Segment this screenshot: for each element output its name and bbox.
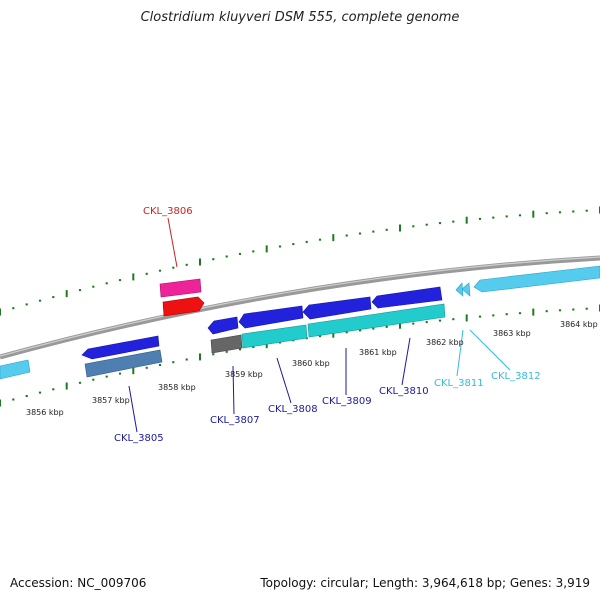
- gene-ckl3811-small2[interactable]: [461, 282, 471, 297]
- kbp-label: 3860 kbp: [292, 359, 330, 368]
- gene-label-ckl3809[interactable]: CKL_3809: [322, 396, 372, 407]
- kbp-label: 3864 kbp: [560, 320, 598, 329]
- gene-label-ckl3812[interactable]: CKL_3812: [491, 371, 541, 382]
- gene-ckl3805-shadow[interactable]: [84, 349, 163, 378]
- gene-left-edge[interactable]: [0, 359, 31, 380]
- gene-label-ckl3807[interactable]: CKL_3807: [210, 415, 260, 426]
- gene-ckl3807-forward[interactable]: [207, 316, 239, 335]
- kbp-label: 3857 kbp: [92, 396, 130, 405]
- gene-ckl3809-forward[interactable]: [302, 296, 372, 320]
- outer-tick-ring: [0, 206, 600, 316]
- kbp-labels: 3856 kbp 3857 kbp 3858 kbp 3859 kbp 3860…: [26, 320, 598, 417]
- gene-features: [0, 265, 600, 380]
- kbp-label: 3861 kbp: [359, 348, 397, 357]
- gene-ckl3806-pink[interactable]: [159, 278, 202, 298]
- kbp-label: 3858 kbp: [158, 383, 196, 392]
- gene-label-ckl3811[interactable]: CKL_3811: [434, 378, 484, 389]
- gene-label-ckl3810[interactable]: CKL_3810: [379, 386, 429, 397]
- gene-label-ckl3806[interactable]: CKL_3806: [143, 206, 193, 217]
- kbp-label: 3859 kbp: [225, 370, 263, 379]
- kbp-label: 3862 kbp: [426, 338, 464, 347]
- accession-text: Accession: NC_009706: [10, 576, 147, 590]
- genome-backbone-highlight: [0, 256, 600, 357]
- gene-ckl3811-small[interactable]: [455, 282, 464, 297]
- gene-ckl3808-cyan[interactable]: [241, 324, 308, 349]
- map-title: Clostridium kluyveri DSM 555, complete g…: [140, 10, 460, 25]
- genome-backbone: [0, 255, 600, 360]
- gene-ckl3808-forward[interactable]: [238, 305, 304, 329]
- gene-ckl3809-cyan[interactable]: [307, 303, 446, 338]
- gene-ckl3805-forward[interactable]: [81, 335, 160, 360]
- gene-label-ckl3805[interactable]: CKL_3805: [114, 433, 164, 444]
- kbp-label: 3863 kbp: [493, 329, 531, 338]
- genome-summary-text: Topology: circular; Length: 3,964,618 bp…: [260, 576, 590, 590]
- gene-ckl3810-forward[interactable]: [371, 286, 443, 309]
- kbp-label: 3856 kbp: [26, 408, 64, 417]
- gene-ckl3812-reverse[interactable]: [473, 265, 600, 293]
- gene-labels: CKL_3805 CKL_3806 CKL_3807 CKL_3808 CKL_…: [114, 206, 541, 444]
- gene-label-ckl3808[interactable]: CKL_3808: [268, 404, 318, 415]
- gene-ckl3806-red[interactable]: [162, 296, 205, 317]
- label-connectors: [128, 217, 511, 433]
- gene-ckl3807-gray[interactable]: [210, 334, 243, 354]
- inner-tick-ring: [0, 304, 600, 407]
